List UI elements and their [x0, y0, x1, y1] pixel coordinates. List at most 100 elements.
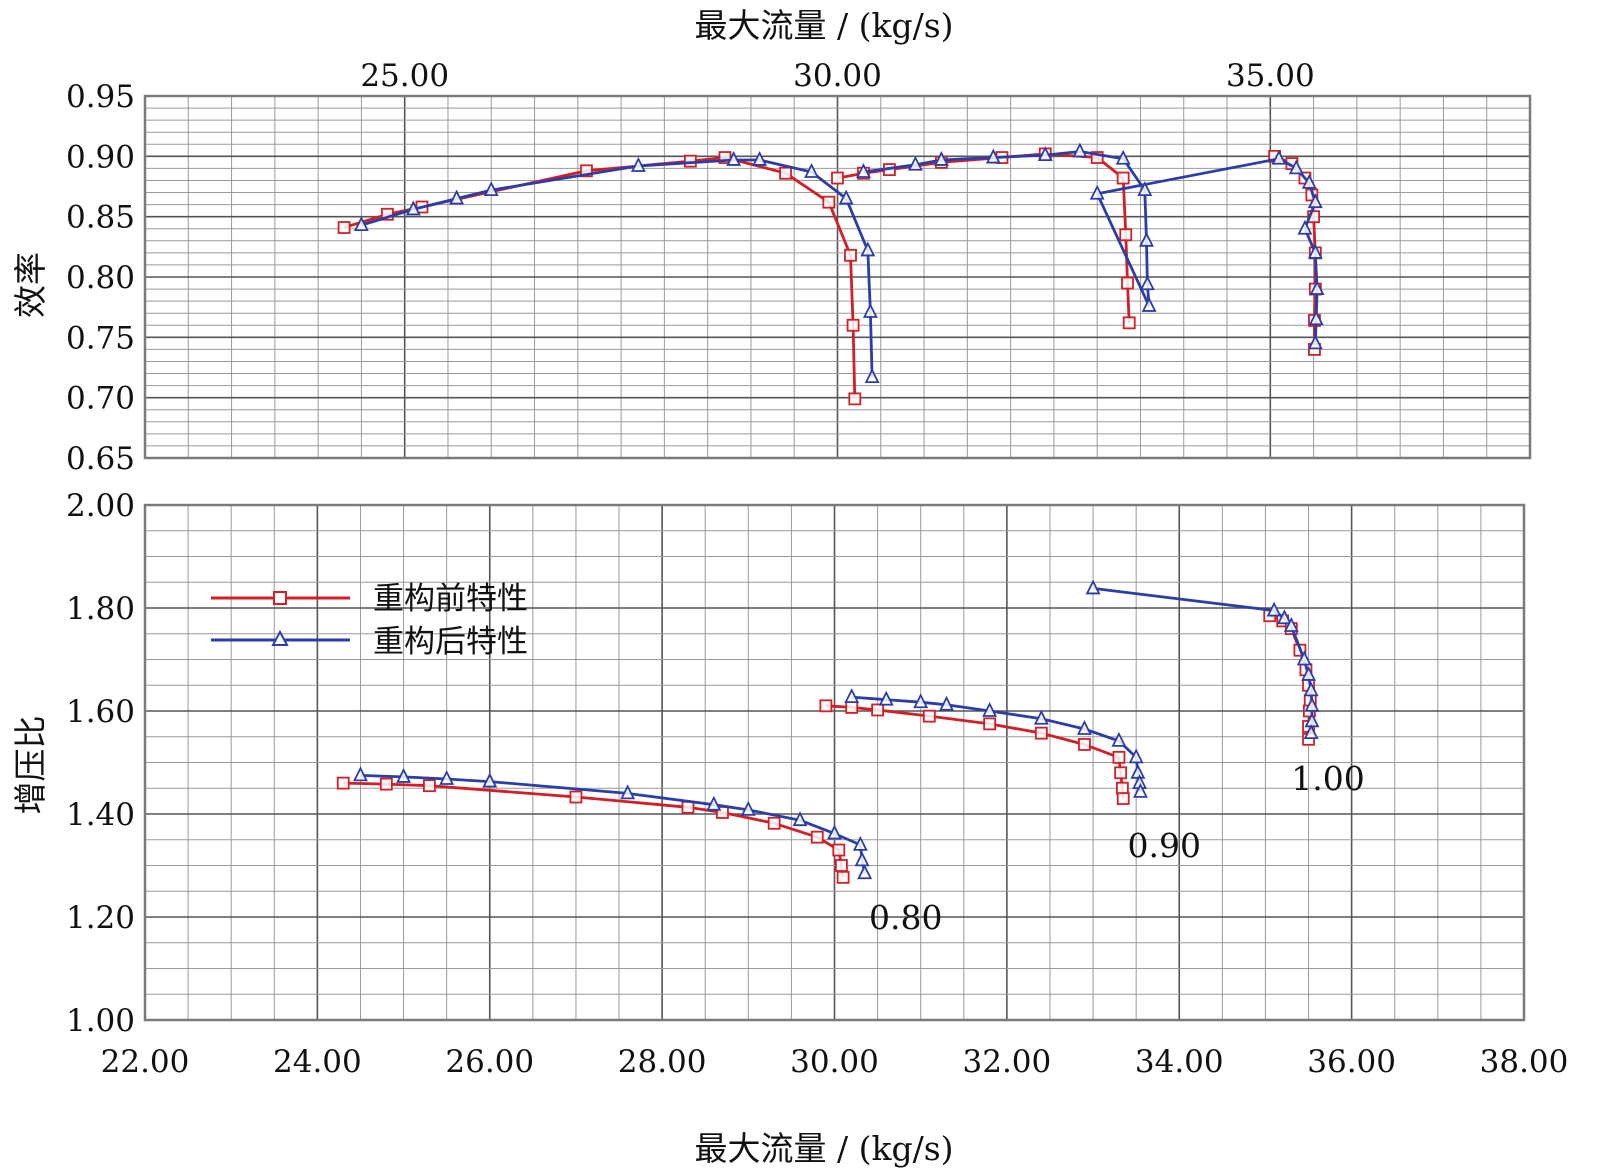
x-tick-label: 32.00	[963, 1044, 1052, 1080]
data-point-triangle	[483, 181, 499, 197]
data-point-triangle	[1309, 280, 1325, 295]
y-tick-label: 1.80	[66, 591, 135, 627]
data-point-triangle	[862, 302, 878, 318]
data-point-triangle	[1139, 275, 1155, 291]
data-point-square	[848, 392, 862, 406]
data-point-square	[845, 700, 859, 714]
data-point-square	[1112, 750, 1126, 764]
data-point-triangle	[1137, 181, 1153, 197]
data-point-triangle	[878, 690, 894, 706]
series-after	[353, 142, 1325, 384]
data-point-triangle	[1308, 310, 1324, 326]
data-point-triangle	[1033, 709, 1049, 725]
plot-frame	[143, 94, 1532, 460]
data-point-triangle	[1296, 650, 1312, 666]
data-point-square	[810, 830, 824, 844]
plot-frame	[143, 503, 1526, 1022]
data-point-triangle	[1283, 617, 1299, 632]
data-point-triangle	[1297, 219, 1313, 235]
data-point-square	[1116, 171, 1130, 185]
data-point-triangle	[856, 163, 871, 178]
legend-marker-square	[273, 591, 287, 605]
data-point-triangle	[1288, 159, 1304, 175]
data-point-square	[779, 166, 792, 180]
legend-marker-triangle	[271, 629, 289, 646]
speed-line-label: 1.00	[1291, 759, 1364, 798]
data-point-triangle	[857, 864, 873, 880]
y-tick-label: 0.80	[66, 260, 135, 296]
y-tick-label: 1.60	[66, 694, 135, 730]
data-point-triangle	[1111, 731, 1127, 747]
data-point-triangle	[396, 767, 412, 783]
data-point-square	[922, 709, 936, 723]
data-point-square	[1034, 726, 1048, 740]
data-point-triangle	[482, 772, 498, 788]
data-point-triangle	[864, 368, 880, 384]
data-point-triangle	[449, 189, 465, 205]
data-point-triangle	[827, 824, 842, 840]
data-point-triangle	[982, 701, 998, 717]
top-y-axis-title: 效率	[11, 252, 50, 318]
legend-label-after: 重构后特性	[373, 624, 528, 660]
data-point-square	[871, 703, 884, 717]
data-point-triangle	[939, 695, 954, 711]
data-point-triangle	[1037, 146, 1053, 162]
data-point-triangle	[1303, 681, 1319, 697]
data-point-triangle	[1307, 334, 1323, 350]
data-point-square	[844, 248, 857, 262]
data-point-triangle	[405, 200, 421, 216]
data-point-square	[681, 800, 695, 814]
speed-line-label: 0.80	[869, 898, 942, 937]
speed-line-label: 0.90	[1128, 826, 1201, 865]
data-point-square	[819, 699, 833, 713]
data-point-square	[1115, 781, 1129, 795]
y-tick-label: 1.00	[66, 1003, 135, 1039]
data-point-square	[1307, 210, 1320, 224]
data-point-triangle	[792, 811, 808, 827]
y-tick-label: 0.85	[66, 200, 135, 236]
data-point-triangle	[740, 800, 756, 816]
data-point-triangle	[1301, 665, 1316, 681]
data-point-triangle	[860, 241, 876, 257]
legend-label-before: 重构前特性	[373, 581, 528, 617]
y-tick-label: 0.95	[66, 79, 135, 115]
pressure-ratio-panel: 1.00 1.20 1.40 1.60 1.80 2.00 22.00 24.00 26.00 2…	[66, 488, 1568, 1080]
data-point-triangle	[726, 150, 742, 166]
data-point-triangle	[1307, 193, 1323, 209]
bottom-x-axis-title: 最大流量 / (kg/s)	[694, 1129, 953, 1168]
x-tick-label: 30.00	[790, 1044, 879, 1080]
data-point-square	[379, 777, 393, 791]
data-point-triangle	[1089, 184, 1105, 200]
data-point-triangle	[439, 769, 455, 785]
data-point-square	[1116, 792, 1130, 805]
data-point-triangle	[838, 189, 854, 205]
x-tick-label: 35.00	[1226, 58, 1315, 94]
data-point-square	[822, 195, 836, 209]
x-tick-label: 38.00	[1480, 1044, 1569, 1080]
data-point-triangle	[1304, 696, 1320, 712]
top-x-axis-title: 最大流量 / (kg/s)	[694, 6, 953, 45]
data-point-square	[767, 816, 781, 830]
x-tick-label: 30.00	[793, 58, 882, 94]
x-tick-label: 26.00	[445, 1044, 534, 1080]
x-tick-label: 24.00	[273, 1044, 362, 1080]
data-point-square	[1122, 316, 1136, 330]
data-point-triangle	[1301, 173, 1317, 189]
data-point-square	[580, 164, 593, 178]
data-point-triangle	[706, 795, 722, 811]
data-point-triangle	[1303, 724, 1319, 740]
y-tick-label: 0.70	[66, 381, 135, 417]
data-point-triangle	[1128, 748, 1144, 764]
x-tick-label: 22.00	[101, 1044, 190, 1080]
data-point-triangle	[985, 148, 1001, 164]
y-tick-label: 1.40	[66, 797, 135, 833]
y-tick-label: 0.65	[66, 441, 135, 477]
data-point-square	[832, 843, 846, 857]
y-tick-label: 0.90	[66, 139, 135, 175]
data-point-square	[569, 790, 583, 804]
data-point-square	[983, 717, 997, 731]
x-tick-label: 25.00	[360, 58, 449, 94]
series-after	[353, 579, 1320, 880]
data-point-triangle	[1139, 231, 1154, 247]
